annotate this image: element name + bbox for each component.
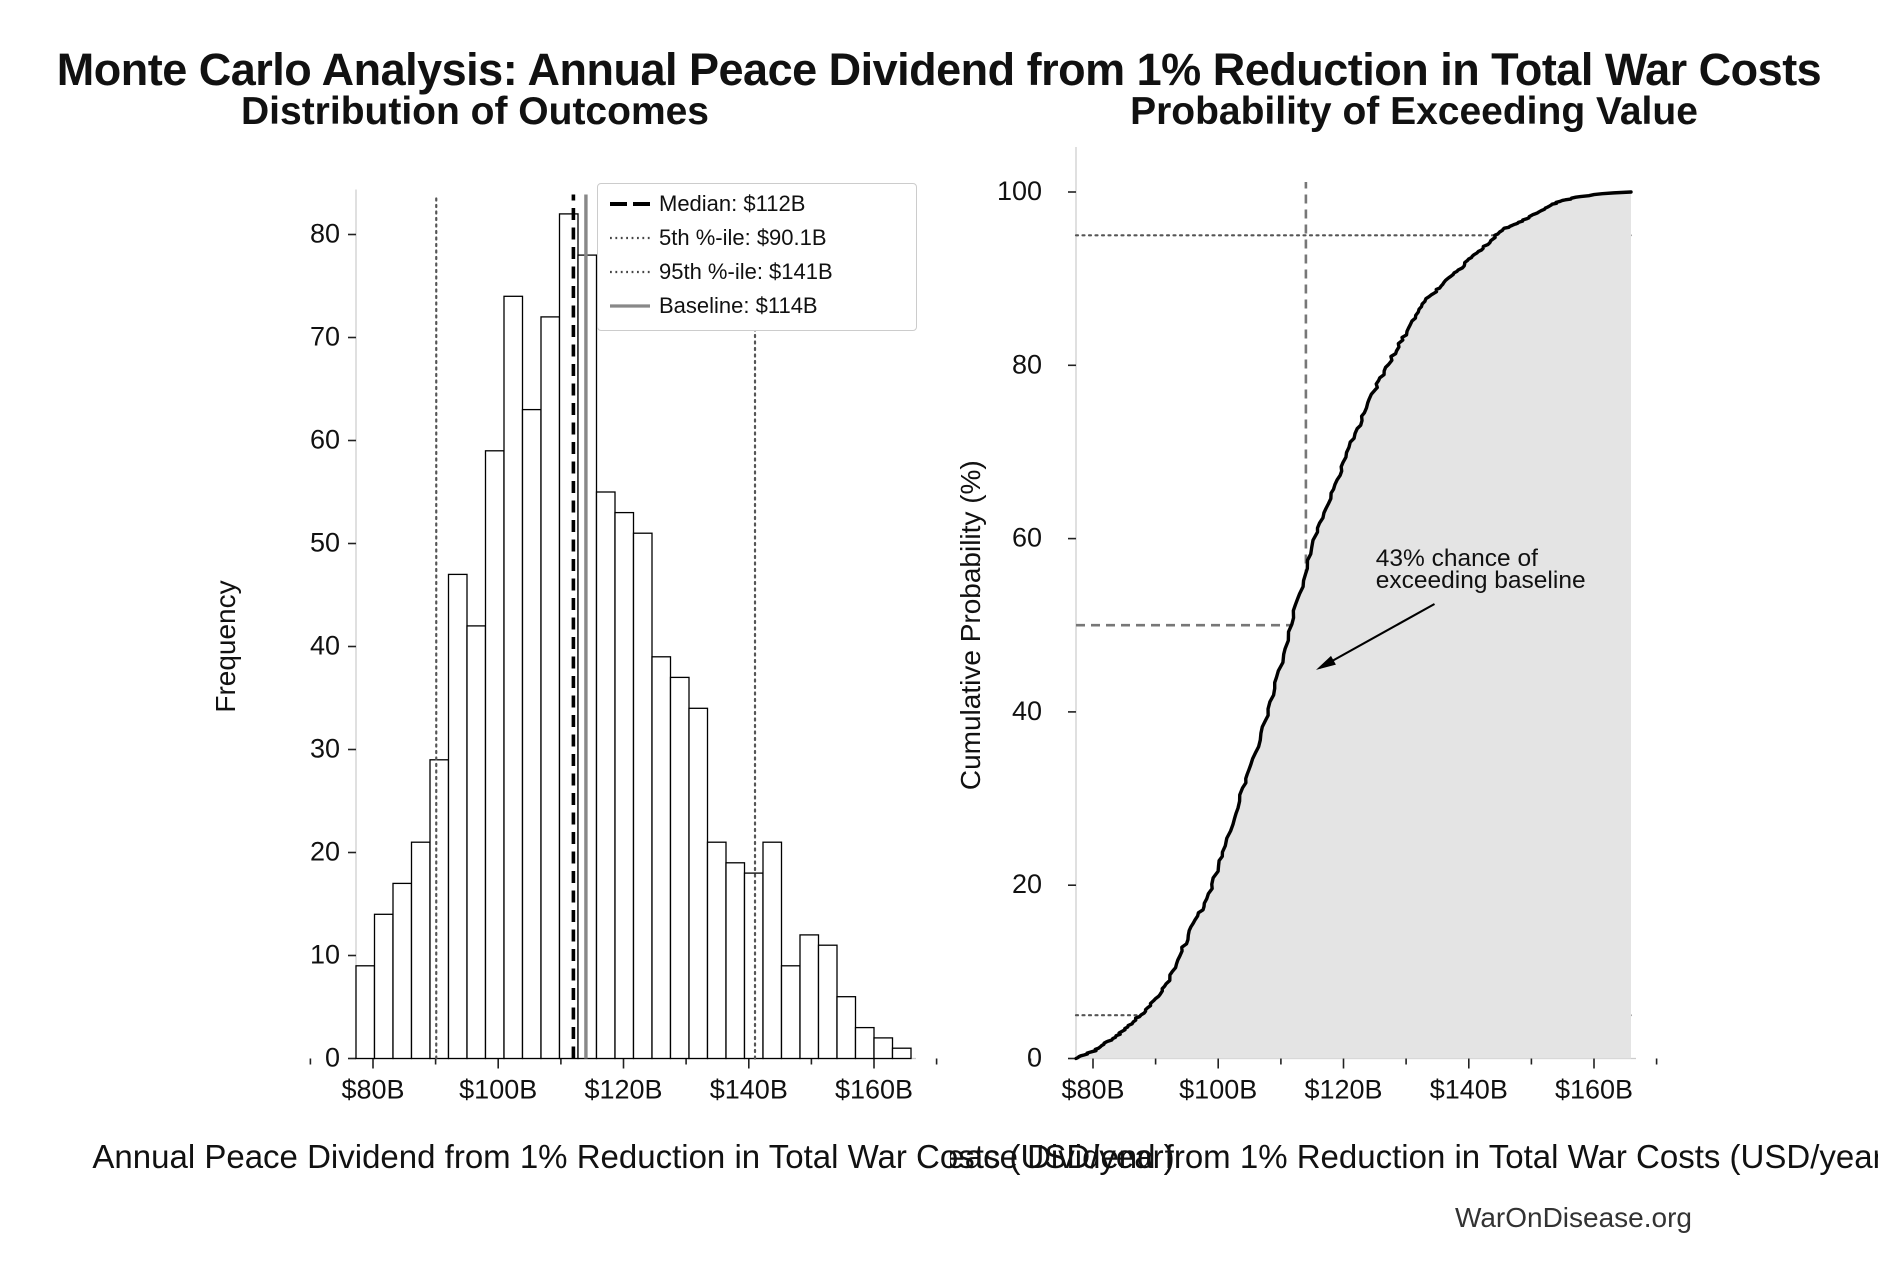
svg-text:40: 40 bbox=[1012, 696, 1042, 726]
svg-text:$140B: $140B bbox=[1430, 1075, 1508, 1105]
svg-text:Annual Peace Dividend from 1%: Annual Peace Dividend from 1% Reduction … bbox=[950, 1138, 1878, 1175]
svg-text:80: 80 bbox=[1012, 349, 1042, 379]
svg-text:30: 30 bbox=[310, 734, 340, 764]
svg-text:$160B: $160B bbox=[835, 1075, 913, 1105]
svg-text:Cumulative Probability (%): Cumulative Probability (%) bbox=[955, 460, 986, 790]
svg-text:$100B: $100B bbox=[1179, 1075, 1257, 1105]
svg-text:70: 70 bbox=[310, 322, 340, 352]
svg-text:80: 80 bbox=[310, 219, 340, 249]
svg-text:40: 40 bbox=[310, 631, 340, 661]
svg-text:60: 60 bbox=[1012, 523, 1042, 553]
svg-text:20: 20 bbox=[1012, 869, 1042, 899]
svg-text:50: 50 bbox=[310, 528, 340, 558]
svg-text:$140B: $140B bbox=[710, 1075, 788, 1105]
svg-text:20: 20 bbox=[310, 837, 340, 867]
svg-text:$80B: $80B bbox=[341, 1075, 404, 1105]
svg-text:60: 60 bbox=[310, 425, 340, 455]
svg-text:10: 10 bbox=[310, 940, 340, 970]
svg-text:100: 100 bbox=[997, 176, 1042, 206]
svg-text:Frequency: Frequency bbox=[210, 580, 241, 712]
svg-text:0: 0 bbox=[1027, 1043, 1042, 1073]
svg-text:0: 0 bbox=[325, 1043, 340, 1073]
svg-text:$80B: $80B bbox=[1061, 1075, 1124, 1105]
svg-text:$120B: $120B bbox=[1304, 1075, 1382, 1105]
svg-text:$100B: $100B bbox=[459, 1075, 537, 1105]
svg-text:$120B: $120B bbox=[584, 1075, 662, 1105]
svg-text:$160B: $160B bbox=[1555, 1075, 1633, 1105]
svg-text:exceeding baseline: exceeding baseline bbox=[1376, 567, 1586, 594]
